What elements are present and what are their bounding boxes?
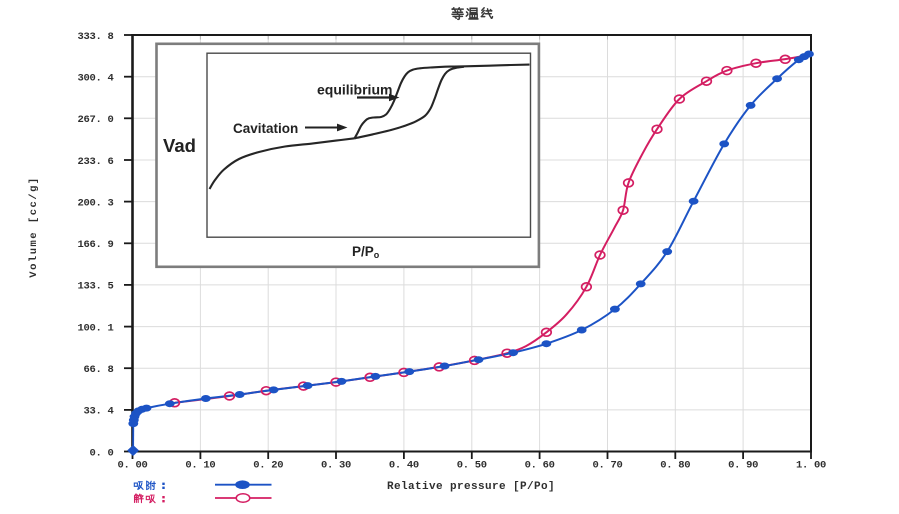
svg-text:166. 9: 166. 9 — [77, 239, 113, 251]
svg-text:133. 5: 133. 5 — [77, 281, 113, 293]
svg-text:300. 4: 300. 4 — [77, 73, 113, 85]
svg-text:333. 8: 333. 8 — [77, 31, 113, 43]
svg-text:1. 00: 1. 00 — [796, 460, 826, 472]
svg-text:Relative pressure [P/Po]: Relative pressure [P/Po] — [387, 481, 555, 493]
svg-text:267. 0: 267. 0 — [77, 114, 113, 126]
svg-text:0. 90: 0. 90 — [728, 460, 758, 472]
svg-text:0. 40: 0. 40 — [389, 460, 419, 472]
svg-text:0. 30: 0. 30 — [321, 460, 351, 472]
svg-text:0. 00: 0. 00 — [117, 460, 147, 472]
svg-text:33. 4: 33. 4 — [83, 406, 113, 418]
svg-text:66. 8: 66. 8 — [83, 364, 113, 376]
svg-text:Volume [cc/g]: Volume [cc/g] — [28, 176, 40, 277]
svg-text:0. 0: 0. 0 — [89, 447, 113, 459]
svg-text:0. 60: 0. 60 — [525, 460, 555, 472]
svg-text:100. 1: 100. 1 — [77, 322, 113, 334]
svg-text:P/Po: P/Po — [352, 244, 380, 260]
svg-text:0. 20: 0. 20 — [253, 460, 283, 472]
svg-text:233. 6: 233. 6 — [77, 156, 113, 168]
svg-text:0. 50: 0. 50 — [457, 460, 487, 472]
svg-text:0. 70: 0. 70 — [592, 460, 622, 472]
svg-text:200. 3: 200. 3 — [77, 197, 113, 209]
svg-text:Cavitation: Cavitation — [233, 121, 298, 136]
svg-text:0. 10: 0. 10 — [185, 460, 215, 472]
svg-text:0. 80: 0. 80 — [660, 460, 690, 472]
svg-text:equilibrium: equilibrium — [317, 82, 392, 98]
svg-text:Vad: Vad — [163, 135, 196, 156]
